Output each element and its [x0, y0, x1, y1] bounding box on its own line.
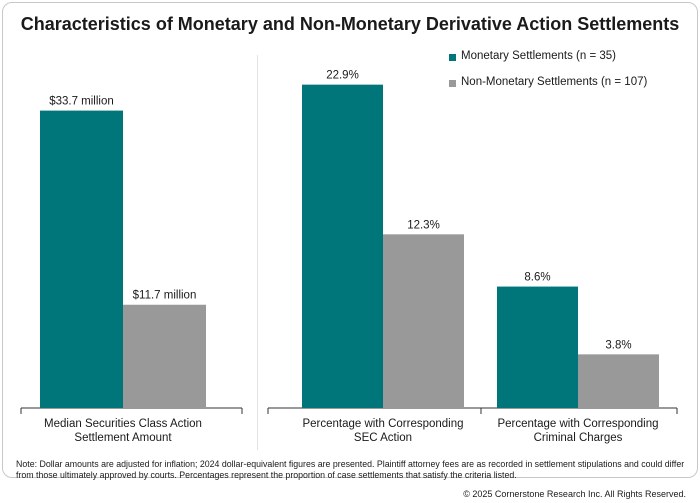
copyright: © 2025 Cornerstone Research Inc. All Rig…	[463, 489, 686, 499]
data-label-non-monetary-1-1: $11.7 million	[133, 290, 197, 302]
bar-monetary-2-2	[497, 286, 578, 408]
legend-label-non-monetary: Non-Monetary Settlements (n = 107)	[461, 76, 648, 88]
category-label-line-2-2-1: Percentage with Corresponding	[497, 418, 658, 430]
bar-monetary-1-1	[40, 110, 123, 408]
legend-label-monetary: Monetary Settlements (n = 35)	[461, 50, 617, 62]
footnote: Note: Dollar amounts are adjusted for in…	[16, 459, 685, 480]
legend-swatch-non-monetary	[449, 80, 456, 87]
legend-swatch-monetary	[449, 54, 456, 61]
category-label-line-2-1-1: Percentage with Corresponding	[302, 418, 463, 430]
bar-non-monetary-2-2	[578, 354, 659, 408]
chart-title: Characteristics of Monetary and Non-Mone…	[20, 14, 680, 34]
bar-monetary-2-1	[302, 84, 383, 408]
category-label-line-1-1-1: Median Securities Class Action	[44, 418, 202, 430]
bar-non-monetary-2-1	[383, 234, 464, 408]
data-label-non-monetary-2-1: 12.3%	[407, 219, 440, 231]
category-label-2-2: Percentage with Corresponding Criminal Ch…	[497, 418, 658, 444]
category-label-2-1: Percentage with Corresponding SEC Action	[302, 418, 463, 444]
category-label-line-2-2-2: Criminal Charges	[534, 432, 623, 444]
panel-divider	[257, 55, 258, 450]
category-label-line-1-1-2: Settlement Amount	[74, 432, 172, 444]
bar-non-monetary-1-1	[123, 304, 206, 408]
data-label-monetary-2-1: 22.9%	[326, 70, 359, 82]
category-label-1-1: Median Securities Class Action Settlement…	[44, 418, 202, 444]
data-label-non-monetary-2-2: 3.8%	[605, 339, 631, 351]
category-label-line-2-1-2: SEC Action	[354, 432, 412, 444]
data-label-monetary-2-2: 8.6%	[524, 272, 550, 284]
data-label-monetary-1-1: $33.7 million	[49, 96, 114, 108]
